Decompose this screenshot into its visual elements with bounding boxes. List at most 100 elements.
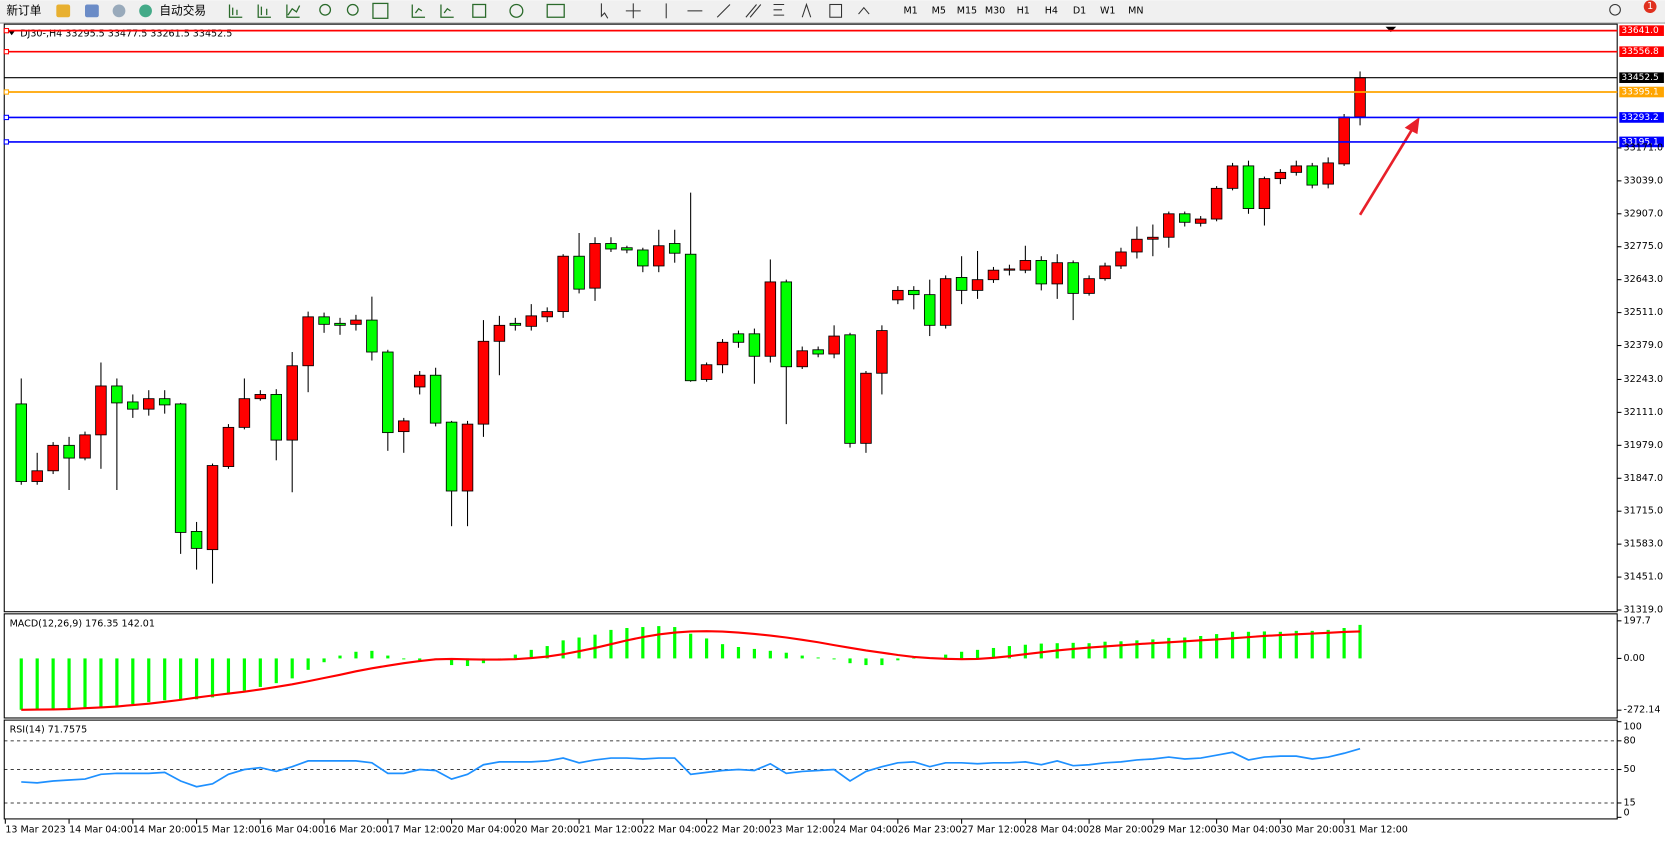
macd-bar: [561, 640, 565, 659]
macd-bar: [67, 658, 71, 709]
x-tick-label: 14 Mar 20:00: [133, 825, 197, 836]
candle-body: [493, 324, 506, 342]
icon[interactable]: [319, 3, 332, 16]
trendline-tool[interactable]: [716, 4, 731, 18]
timeframe-button[interactable]: H1: [1017, 5, 1030, 16]
macd-bar: [1342, 627, 1346, 659]
macd-bar: [1230, 631, 1235, 659]
x-tick-label: 16 Mar 20:00: [324, 825, 388, 836]
candle-body: [174, 403, 187, 533]
macd-bar: [481, 658, 486, 664]
macd-bar: [449, 658, 454, 666]
macd-bar: [736, 647, 741, 659]
candle-body: [908, 289, 920, 296]
auto-trading-icon[interactable]: [139, 4, 152, 18]
icon[interactable]: [56, 4, 71, 18]
macd-bar: [864, 658, 868, 666]
icon[interactable]: [546, 3, 565, 18]
candle-body: [398, 420, 410, 433]
timeframe-button[interactable]: D1: [1073, 5, 1086, 16]
icon[interactable]: [440, 4, 454, 18]
timeframe-button[interactable]: W1: [1100, 5, 1116, 16]
icon[interactable]: [346, 3, 359, 16]
macd-bar: [1151, 639, 1155, 659]
x-tick-label: 30 Mar 04:00: [1217, 825, 1281, 836]
x-tick-label: 28 Mar 04:00: [1025, 825, 1089, 836]
macd-bar: [577, 637, 581, 659]
text-tool[interactable]: [801, 2, 812, 18]
y-tick-label: 32243.0: [1624, 374, 1663, 385]
notification-badge[interactable]: [1643, 0, 1657, 13]
channel-tool[interactable]: [745, 4, 762, 18]
icon[interactable]: [228, 4, 243, 18]
arrow-tool[interactable]: [858, 6, 870, 15]
price-tag-label: 33452.5: [1621, 73, 1658, 83]
macd-bar: [545, 646, 549, 659]
macd-bar: [832, 658, 836, 660]
icon[interactable]: [509, 3, 524, 18]
search-icon[interactable]: [1609, 3, 1621, 16]
macd-bar: [19, 658, 23, 710]
icon[interactable]: [112, 4, 126, 18]
timeframe-button[interactable]: M15: [957, 5, 977, 16]
candle-body: [445, 421, 458, 492]
candle-body: [1163, 213, 1175, 238]
candle-body: [350, 319, 362, 325]
candle-body: [987, 269, 1000, 281]
macd-bar: [163, 658, 167, 701]
icon[interactable]: [372, 2, 389, 19]
macd-bar: [657, 626, 661, 659]
macd-bar: [704, 638, 709, 659]
rsi-line: [21, 747, 1361, 788]
macd-bar: [51, 658, 55, 709]
macd-bar: [147, 658, 151, 703]
candle-body: [286, 365, 298, 441]
y-tick-label: 31583.0: [1624, 539, 1663, 550]
timeframe-button[interactable]: M5: [932, 5, 946, 16]
timeframe-button[interactable]: MN: [1128, 5, 1143, 16]
macd-bar: [720, 644, 725, 659]
candle-body: [1131, 238, 1143, 253]
candle-body: [302, 316, 314, 367]
label-tool[interactable]: [829, 3, 843, 18]
candle-body: [95, 385, 107, 436]
candle-body: [509, 322, 522, 326]
timeframe-button[interactable]: M1: [903, 5, 917, 16]
macd-bar: [1246, 631, 1251, 659]
timeframe-button[interactable]: H4: [1045, 5, 1058, 16]
macd-bar: [991, 647, 996, 659]
candle-body: [1290, 165, 1303, 173]
icon[interactable]: [85, 4, 99, 18]
candle-body: [1226, 165, 1239, 189]
icon[interactable]: [411, 4, 426, 18]
icon[interactable]: [472, 3, 487, 18]
candle-body: [47, 444, 59, 472]
y-tick-label: 15: [1624, 797, 1636, 808]
macd-bar: [625, 627, 629, 659]
candle-body: [876, 330, 888, 374]
x-tick-label: 20 Mar 04:00: [452, 825, 516, 836]
macd-bar: [641, 627, 645, 659]
candle-body: [573, 255, 585, 290]
header-icon: [8, 31, 15, 36]
y-tick-label: -272.14: [1624, 705, 1661, 716]
level-handle: [3, 89, 10, 95]
price-tag-label: 33395.1: [1621, 88, 1658, 98]
auto-trading-button[interactable]: 自动交易: [159, 3, 206, 17]
candle-body: [605, 243, 617, 250]
icon[interactable]: [257, 4, 271, 18]
fibo-tool[interactable]: [773, 3, 785, 16]
cursor-tool[interactable]: [600, 3, 609, 19]
candle-body: [939, 278, 952, 326]
drawing-tools: [600, 2, 870, 19]
x-tick-label: 29 Mar 12:00: [1153, 825, 1217, 836]
icon[interactable]: [286, 4, 301, 18]
candle-body: [429, 374, 442, 424]
crosshair-tool[interactable]: [625, 3, 641, 19]
y-tick-label: 33039.0: [1624, 175, 1663, 186]
candle-body: [828, 335, 840, 355]
candle-body: [366, 319, 378, 353]
price-tag: [1619, 25, 1664, 36]
timeframe-button[interactable]: M30: [985, 5, 1005, 16]
new-order-button[interactable]: 新订单: [6, 3, 41, 17]
